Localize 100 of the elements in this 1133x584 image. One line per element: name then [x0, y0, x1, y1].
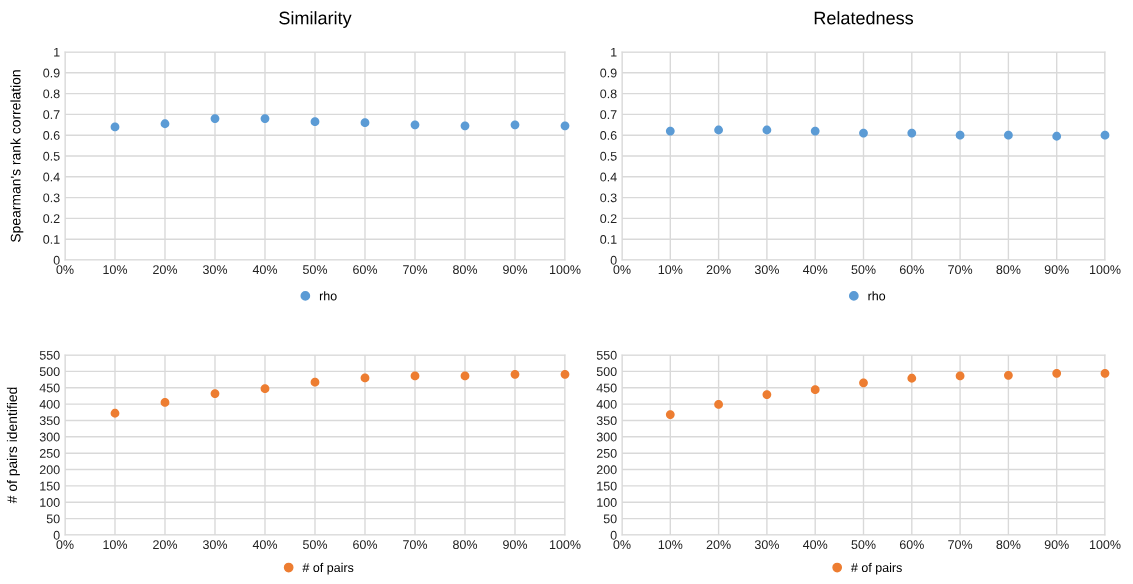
x-tick-label: 20% [153, 265, 178, 275]
x-tick-label: 10% [658, 265, 683, 275]
y-tick-label: 0 [610, 255, 617, 265]
x-tick-label: 80% [996, 265, 1021, 275]
point [110, 408, 120, 418]
x-tick-label: 30% [202, 265, 228, 275]
legend-label: # of pairs [302, 562, 354, 575]
x-tick-label: 0% [56, 540, 74, 550]
x-tick-label: 70% [403, 265, 428, 275]
y-tick-label: 0.2 [600, 214, 617, 224]
x-tick-label: 0% [56, 265, 74, 275]
y-tick-label: 0.6 [600, 131, 617, 140]
y-tick-label: 100 [40, 498, 60, 507]
y-tick-label: 550 [596, 350, 617, 360]
y-tick-label: 1 [611, 47, 617, 57]
y-tick-label: 300 [39, 432, 60, 442]
point [160, 398, 170, 407]
x-tick-label: 10% [658, 540, 683, 550]
x-tick-label: 60% [353, 265, 378, 275]
point [1052, 368, 1062, 378]
x-tick-label: 10% [103, 265, 128, 275]
point [1004, 130, 1013, 140]
y-axis-title: # of pairs identified [6, 387, 20, 504]
x-tick-label: 20% [153, 540, 178, 550]
y-tick-label: 400 [39, 399, 60, 409]
point [210, 114, 220, 123]
legend-label: rho [868, 291, 886, 301]
x-tick-label: 80% [996, 540, 1021, 550]
legend-label: rho [319, 291, 337, 301]
y-tick-label: 0.3 [600, 193, 617, 203]
x-tick-label: 0% [613, 540, 631, 550]
x-tick-label: 20% [706, 540, 731, 550]
y-tick-label: 550 [39, 350, 60, 360]
y-tick-label: 0 [610, 530, 617, 540]
x-tick-label: 70% [403, 540, 428, 550]
y-tick-label: 1 [54, 47, 60, 57]
y-tick-label: 50 [46, 514, 60, 524]
x-tick-label: 100% [1089, 265, 1121, 275]
point [1004, 370, 1013, 380]
point [810, 385, 820, 395]
x-tick-label: 40% [802, 265, 828, 275]
x-tick-label: 70% [948, 265, 973, 275]
x-tick-label: 30% [202, 540, 228, 550]
x-tick-label: 80% [453, 540, 478, 550]
y-tick-label: 0.2 [43, 214, 60, 224]
y-tick-label: 0 [53, 530, 60, 540]
y-tick-label: 400 [596, 399, 617, 409]
legend-label: # of pairs [850, 562, 902, 575]
x-tick-label: 90% [503, 265, 528, 275]
point [460, 121, 470, 131]
y-tick-label: 0.1 [43, 235, 60, 244]
y-tick-label: 0.8 [600, 89, 617, 99]
y-tick-label: 350 [39, 416, 60, 426]
y-tick-label: 0.7 [600, 110, 617, 120]
y-tick-label: 250 [596, 448, 617, 458]
y-tick-label: 0.3 [43, 193, 60, 203]
point [160, 119, 170, 129]
x-tick-label: 90% [503, 540, 528, 550]
x-tick-label: 50% [302, 540, 328, 550]
y-tick-label: 0.5 [43, 151, 60, 161]
point [714, 400, 723, 409]
x-tick-label: 60% [899, 265, 924, 275]
point [1100, 368, 1110, 378]
y-tick-label: 500 [39, 367, 60, 377]
y-tick-label: 150 [40, 481, 60, 491]
x-tick-label: 90% [1044, 265, 1069, 275]
x-tick-label: 40% [252, 540, 278, 550]
x-tick-label: 100% [1089, 540, 1121, 550]
chart-title: Relatedness [814, 11, 914, 25]
y-tick-label: 100 [597, 498, 617, 507]
point [110, 122, 120, 132]
point [410, 371, 420, 381]
point [859, 378, 868, 388]
point [762, 390, 772, 399]
y-tick-label: 0.9 [43, 68, 60, 78]
point [460, 371, 470, 381]
x-tick-label: 80% [453, 265, 478, 275]
x-tick-label: 10% [103, 540, 128, 550]
point [762, 125, 772, 135]
y-tick-label: 500 [596, 367, 617, 377]
y-tick-label: 0.6 [43, 131, 60, 140]
point [714, 125, 723, 135]
y-tick-label: 200 [39, 465, 60, 475]
y-tick-label: 200 [596, 465, 617, 475]
point [560, 121, 570, 131]
x-tick-label: 30% [754, 265, 779, 275]
point [260, 384, 270, 394]
x-tick-label: 60% [899, 540, 924, 550]
x-tick-label: 30% [754, 540, 779, 550]
y-tick-label: 0 [53, 255, 60, 265]
y-tick-label: 350 [596, 416, 617, 426]
point [810, 126, 820, 136]
x-tick-label: 70% [948, 540, 973, 550]
x-tick-label: 90% [1044, 540, 1069, 550]
point [560, 369, 570, 379]
point [360, 118, 370, 128]
x-tick-label: 40% [252, 265, 278, 275]
point [955, 130, 965, 140]
point [955, 371, 965, 381]
y-tick-label: 250 [39, 448, 60, 458]
